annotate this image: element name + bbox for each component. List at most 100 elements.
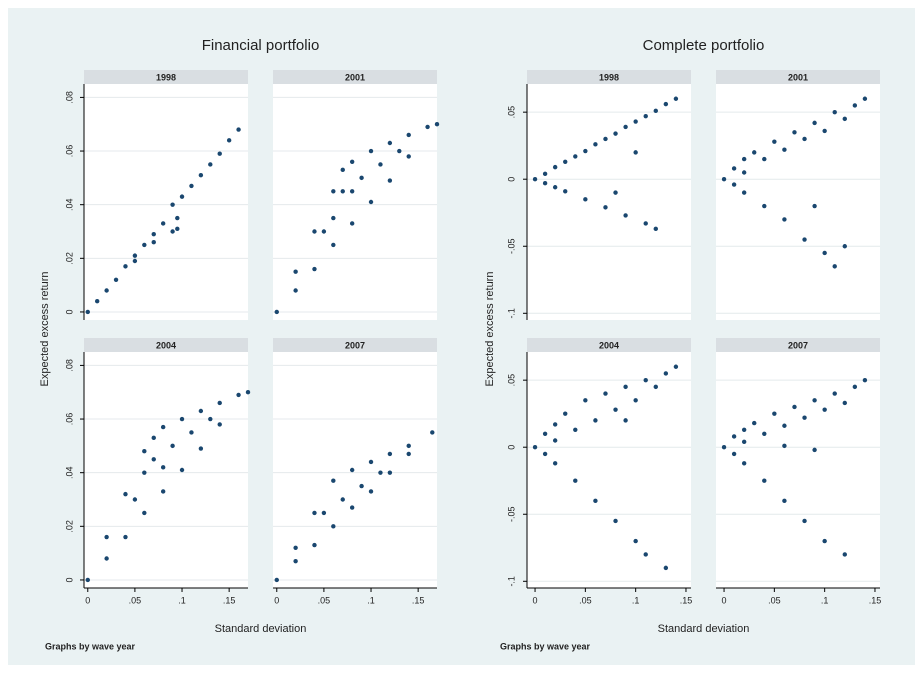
point <box>430 430 435 435</box>
point <box>94 299 100 304</box>
point <box>387 470 393 475</box>
point <box>593 142 598 147</box>
point <box>387 140 393 146</box>
point <box>142 510 147 516</box>
y-tick-label: 0 <box>64 309 74 314</box>
point <box>132 253 138 258</box>
panel-title: 1998 <box>599 72 619 82</box>
y-tick-label: .02 <box>64 520 74 533</box>
point <box>104 288 109 293</box>
strip <box>716 70 880 84</box>
point <box>731 182 737 187</box>
point <box>603 136 608 142</box>
point <box>236 392 241 398</box>
point <box>623 418 628 423</box>
x-tick-label: .15 <box>680 595 693 605</box>
point <box>633 538 638 544</box>
point <box>741 190 747 195</box>
point <box>160 424 166 430</box>
x-tick-label: .05 <box>768 595 781 605</box>
point <box>563 189 568 194</box>
y-tick-label: .08 <box>64 91 74 104</box>
point <box>772 139 777 144</box>
point <box>741 461 747 466</box>
point <box>673 364 679 369</box>
x-tick-label: .05 <box>579 595 592 605</box>
point <box>349 505 355 510</box>
point <box>762 431 767 436</box>
point <box>842 552 847 557</box>
x-tick-label: .1 <box>178 595 186 605</box>
y-tick-label: .05 <box>506 106 516 119</box>
x-tick-label: 0 <box>722 595 727 605</box>
point <box>643 221 648 226</box>
point <box>802 136 807 142</box>
point <box>85 577 90 583</box>
point <box>653 384 658 390</box>
point <box>583 148 588 154</box>
point <box>653 108 658 114</box>
point <box>741 427 747 432</box>
point <box>573 154 578 159</box>
point <box>123 491 128 497</box>
point <box>663 101 669 107</box>
point <box>160 489 166 494</box>
point <box>802 518 807 524</box>
point <box>552 461 558 466</box>
point <box>563 159 568 164</box>
point <box>822 128 827 134</box>
point <box>613 131 618 136</box>
point <box>752 420 757 426</box>
point <box>245 390 251 395</box>
x-tick-label: 0 <box>85 595 90 605</box>
point <box>406 451 411 457</box>
point <box>673 96 679 101</box>
point <box>792 404 797 410</box>
point <box>142 242 147 248</box>
point <box>633 150 638 155</box>
point <box>862 96 868 101</box>
point <box>349 159 355 164</box>
point <box>160 465 166 470</box>
point <box>731 451 737 457</box>
point <box>822 407 827 412</box>
plot-area <box>84 84 248 320</box>
y-tick-label: .05 <box>506 374 516 387</box>
point <box>406 443 411 449</box>
point <box>142 449 147 454</box>
y-axis-title: Expected excess return <box>39 272 51 387</box>
panel-title: 2007 <box>345 340 365 350</box>
point <box>542 181 548 186</box>
strip <box>527 338 691 352</box>
point <box>151 231 156 237</box>
point <box>113 277 119 282</box>
point <box>198 408 204 414</box>
point <box>104 534 109 540</box>
panel-title: 2004 <box>156 340 176 350</box>
point <box>782 423 787 428</box>
x-tick-label: .1 <box>821 595 829 605</box>
point <box>179 194 185 199</box>
point <box>378 162 383 167</box>
point <box>792 130 797 135</box>
point <box>312 510 317 516</box>
point <box>812 120 817 126</box>
point <box>623 124 628 130</box>
plot-area <box>273 84 437 320</box>
point <box>603 391 608 396</box>
point <box>852 384 858 390</box>
point <box>643 552 648 557</box>
point <box>132 258 138 264</box>
point <box>293 545 298 550</box>
point <box>663 565 669 571</box>
point <box>104 556 109 561</box>
point <box>852 103 858 108</box>
point <box>552 438 558 443</box>
note: Graphs by wave year <box>45 641 136 651</box>
point <box>293 269 298 274</box>
y-tick-label: -.05 <box>506 238 516 254</box>
y-tick-label: .02 <box>64 252 74 265</box>
point <box>822 250 827 256</box>
panel-title: 2001 <box>345 72 365 82</box>
point <box>573 427 578 432</box>
